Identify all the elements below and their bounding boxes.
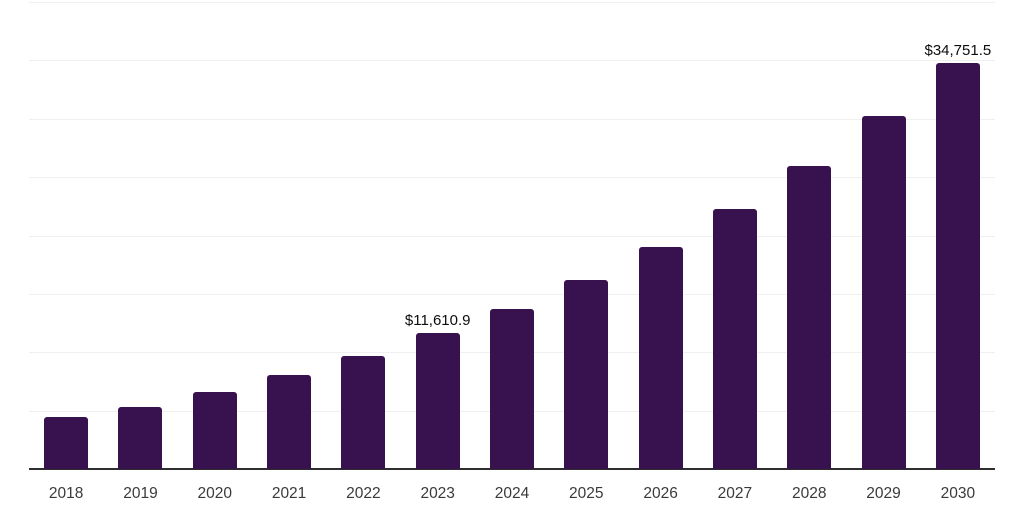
x-tick-label-2023: 2023 — [420, 485, 455, 502]
bar-2018 — [44, 417, 89, 469]
gridline-15000 — [29, 293, 995, 295]
x-axis-tick-labels: 2018 2019 2020 2021 2022 2023 2024 2025 2026 2027… — [29, 485, 995, 505]
gridline-35000 — [29, 60, 995, 62]
x-tick-label-2025: 2025 — [569, 485, 604, 502]
x-tick-label-2018: 2018 — [48, 485, 84, 502]
x-tick-label-2019: 2019 — [123, 485, 158, 502]
bar-2024 — [490, 309, 534, 469]
x-tick-label-2021: 2021 — [271, 485, 307, 502]
x-tick-label-2022: 2022 — [346, 485, 381, 502]
gridline-25000 — [29, 177, 995, 179]
bar-2028 — [787, 166, 832, 469]
plot-area: $11,610.9 $34,751.5 — [29, 0, 995, 470]
data-label-2023: $11,610.9 — [404, 312, 471, 330]
x-tick-label-2024: 2024 — [494, 485, 530, 502]
gridline-40000 — [29, 2, 995, 3]
bar-2020 — [192, 391, 237, 469]
data-label-2030: $34,751.5 — [924, 42, 992, 60]
bar-2019 — [118, 407, 163, 469]
bar-2022 — [341, 356, 386, 469]
x-tick-label-2028: 2028 — [791, 485, 827, 502]
gridline-30000 — [29, 118, 995, 120]
x-axis-line — [29, 468, 995, 470]
bar-2030 — [935, 63, 980, 469]
bar-2023 — [415, 333, 460, 469]
x-tick-label-2020: 2020 — [197, 485, 233, 502]
x-tick-label-2029: 2029 — [866, 485, 901, 502]
bar-2025 — [564, 279, 609, 469]
bar-2026 — [638, 247, 683, 469]
bar-2027 — [712, 209, 757, 469]
x-tick-label-2027: 2027 — [717, 485, 753, 502]
gridline-20000 — [29, 235, 995, 237]
x-tick-label-2030: 2030 — [940, 485, 976, 502]
x-tick-label-2026: 2026 — [643, 485, 678, 502]
bar-2029 — [861, 116, 906, 469]
bar-2021 — [267, 375, 312, 469]
